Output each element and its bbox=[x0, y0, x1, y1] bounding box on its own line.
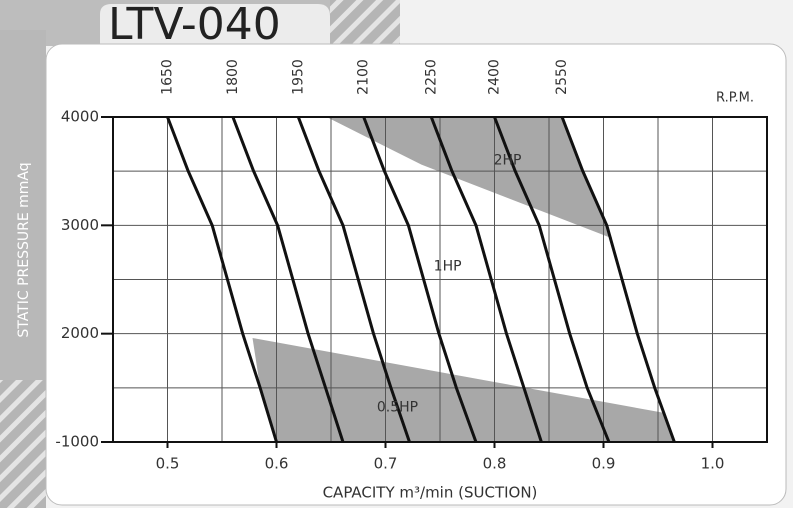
y-tick-label: 2000 bbox=[61, 324, 99, 342]
rpm-value-label: 1650 bbox=[160, 59, 176, 95]
rpm-curve bbox=[296, 116, 411, 443]
y-tick-label: -1000 bbox=[55, 433, 99, 451]
rpm-curve bbox=[493, 116, 611, 443]
rpm-value-label: 1800 bbox=[225, 59, 241, 95]
x-tick-label: 0.8 bbox=[483, 455, 507, 473]
x-tick-label: 0.5 bbox=[156, 455, 180, 473]
y-axis-label: STATIC PRESSURE mmAq bbox=[16, 162, 32, 337]
y-tick-label: 4000 bbox=[61, 108, 99, 126]
rpm-curve bbox=[362, 116, 478, 443]
rpm-curve bbox=[166, 116, 278, 443]
x-axis-label: CAPACITY m³/min (SUCTION) bbox=[323, 484, 538, 502]
rpm-label: R.P.M. bbox=[716, 91, 754, 106]
x-tick-label: 0.7 bbox=[374, 455, 398, 473]
rpm-curve bbox=[429, 116, 543, 443]
x-tick-label: 0.6 bbox=[265, 455, 289, 473]
title-stripes bbox=[330, 0, 400, 46]
hp-label: 1HP bbox=[434, 259, 462, 275]
plot-frame bbox=[112, 116, 768, 443]
rpm-value-label: 2550 bbox=[554, 59, 570, 95]
panel bbox=[45, 43, 787, 506]
hp-label: 0.5HP bbox=[377, 399, 418, 415]
shaded-region bbox=[252, 338, 675, 442]
rpm-value-label: 1950 bbox=[290, 59, 306, 95]
shaded-region bbox=[326, 117, 613, 239]
x-tick-label: 1.0 bbox=[701, 455, 725, 473]
rpm-value-label: 2400 bbox=[487, 59, 503, 95]
rpm-curve bbox=[231, 116, 345, 443]
side-stripes bbox=[0, 380, 46, 508]
rpm-value-label: 2100 bbox=[356, 59, 372, 95]
rpm-value-label: 2250 bbox=[423, 59, 439, 95]
chart-title: LTV-040 bbox=[108, 0, 281, 50]
title-tab bbox=[100, 4, 330, 46]
y-tick-label: 3000 bbox=[61, 216, 99, 234]
hp-label: 2HP bbox=[494, 152, 522, 168]
rpm-curve bbox=[560, 116, 676, 443]
x-tick-label: 0.9 bbox=[592, 455, 616, 473]
